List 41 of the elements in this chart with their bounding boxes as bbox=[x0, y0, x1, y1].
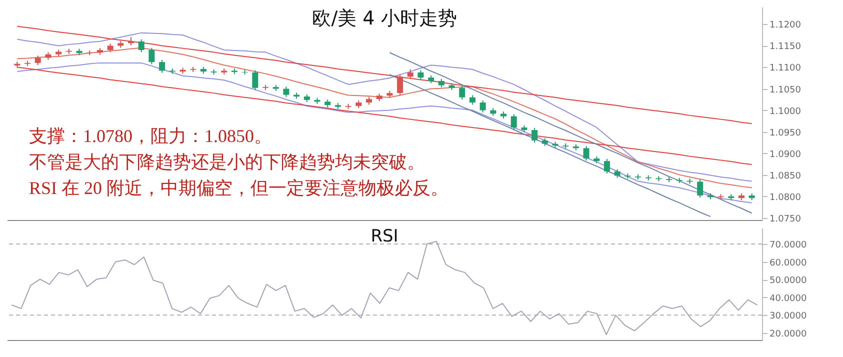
candlestick bbox=[469, 94, 476, 106]
annotation: RSI 在 20 附近，中期偏空，但一定要注意物极必反。 bbox=[29, 178, 449, 198]
candlestick bbox=[138, 38, 144, 53]
candlestick bbox=[532, 127, 538, 144]
y-tick-label: 70.0000 bbox=[770, 240, 807, 250]
candlestick bbox=[510, 114, 517, 130]
y-tick-label: 1.0750 bbox=[770, 214, 802, 224]
y-tick-label: 1.0900 bbox=[770, 150, 802, 160]
y-tick-label: 40.0000 bbox=[770, 294, 807, 304]
candlestick bbox=[159, 59, 166, 74]
candlestick bbox=[407, 68, 414, 80]
candlestick bbox=[283, 86, 290, 98]
candlestick bbox=[459, 85, 466, 100]
chart-title: RSI bbox=[370, 226, 398, 246]
y-tick-label: 1.1000 bbox=[770, 106, 802, 117]
annotation: 支撑：1.0780，阻力：1.0850。 bbox=[29, 126, 272, 146]
candlestick bbox=[583, 145, 590, 162]
candlestick bbox=[252, 70, 258, 91]
line-series bbox=[16, 26, 752, 124]
candlestick bbox=[397, 74, 404, 96]
y-tick-label: 1.0850 bbox=[770, 171, 802, 182]
line-series bbox=[11, 240, 758, 335]
y-tick-label: 30.0000 bbox=[770, 312, 807, 322]
y-tick-label: 20.0000 bbox=[770, 329, 807, 340]
candlestick bbox=[418, 70, 424, 80]
y-tick-label: 50.0000 bbox=[770, 276, 807, 286]
y-tick-label: 1.1150 bbox=[770, 42, 802, 52]
candlestick bbox=[34, 55, 41, 66]
line-series bbox=[16, 62, 752, 204]
y-tick-label: 60.0000 bbox=[770, 258, 807, 268]
candlestick bbox=[480, 100, 486, 113]
y-tick-label: 1.0800 bbox=[770, 192, 802, 203]
candlestick bbox=[604, 158, 610, 174]
y-tick-label: 1.1100 bbox=[770, 64, 802, 74]
y-tick-label: 1.0950 bbox=[770, 128, 802, 138]
candlestick bbox=[697, 179, 704, 198]
y-tick-label: 1.1200 bbox=[770, 20, 802, 31]
annotation: 不管是大的下降趋势还是小的下降趋势均未突破。 bbox=[29, 152, 425, 172]
candlestick bbox=[148, 47, 155, 65]
chart-title: 欧/美 4 小时走势 bbox=[312, 7, 457, 30]
y-tick-label: 1.1050 bbox=[770, 85, 802, 96]
